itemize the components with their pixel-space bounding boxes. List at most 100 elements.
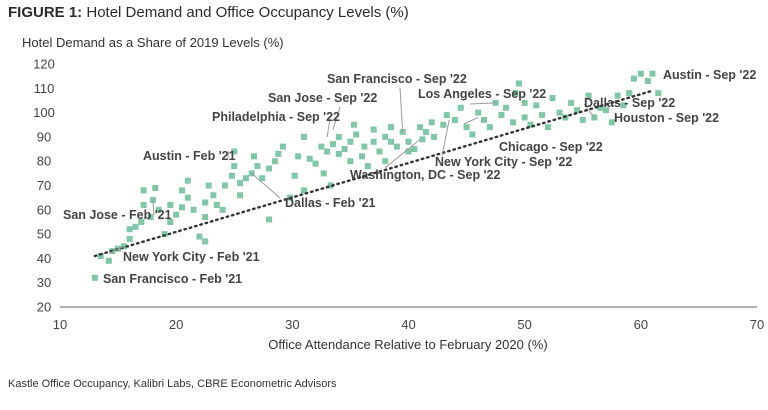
data-point [213, 201, 220, 208]
data-point [620, 102, 627, 109]
data-points [91, 70, 662, 281]
data-point [515, 80, 522, 87]
annotation-leader [469, 102, 496, 105]
data-point [324, 148, 331, 155]
x-tick-label: 20 [169, 317, 183, 332]
annotation-label: Chicago - Sep '22 [499, 140, 603, 154]
annotation-leader [109, 245, 125, 254]
data-point [335, 133, 342, 140]
data-point [300, 187, 307, 194]
data-point [626, 90, 633, 97]
y-tick-label: 100 [33, 105, 55, 120]
data-point [259, 175, 266, 182]
annotation-leader [441, 119, 450, 157]
y-tick-label: 40 [37, 251, 51, 266]
source-note: Kastle Office Occupancy, Kalibri Labs, C… [8, 378, 337, 390]
data-point [364, 163, 371, 170]
data-point [370, 138, 377, 145]
data-point [527, 121, 534, 128]
data-point [382, 133, 389, 140]
data-point [498, 112, 505, 119]
y-tick-label: 60 [37, 202, 51, 217]
data-point [266, 165, 273, 172]
data-point [254, 163, 261, 170]
data-point [275, 150, 282, 157]
data-point [231, 148, 238, 155]
data-point [431, 133, 438, 140]
data-point [481, 116, 488, 123]
x-tick-label: 30 [285, 317, 299, 332]
data-point [353, 131, 360, 138]
data-point [417, 124, 424, 131]
x-axis-ticks: 10 20 30 40 50 60 70 [53, 317, 764, 332]
data-point [178, 187, 185, 194]
y-tick-label: 110 [34, 81, 55, 96]
data-point [359, 153, 366, 160]
annotation-label: Los Angeles - Sep '22 [418, 87, 546, 101]
x-tick-label: 10 [53, 317, 67, 332]
data-point [608, 119, 615, 126]
data-point [388, 138, 395, 145]
data-point [280, 143, 287, 150]
data-point [533, 102, 540, 109]
data-point [347, 158, 354, 165]
y-tick-label: 70 [37, 178, 51, 193]
data-point [630, 75, 637, 82]
data-point [329, 141, 336, 148]
data-point [167, 218, 174, 225]
data-point [140, 187, 147, 194]
annotation-label: New York City - Sep '22 [435, 155, 572, 169]
data-point [335, 150, 342, 157]
annotation-label: San Jose - Feb '21 [63, 208, 172, 222]
data-point [440, 121, 447, 128]
data-point [503, 104, 510, 111]
y-tick-label: 90 [37, 129, 51, 144]
annotation-label: New York City - Feb '21 [123, 250, 260, 264]
data-point [97, 252, 104, 259]
data-point [167, 201, 174, 208]
data-point [140, 201, 147, 208]
data-point [155, 206, 162, 213]
data-point [266, 216, 273, 223]
trend-line [93, 89, 654, 258]
annotation-leader [463, 117, 479, 125]
data-point [320, 170, 327, 177]
data-point [649, 70, 656, 77]
data-point [105, 257, 112, 264]
y-axis-title: Hotel Demand as a Share of 2019 Levels (… [22, 35, 284, 50]
data-point [544, 124, 551, 131]
data-point [132, 223, 139, 230]
data-point [469, 131, 476, 138]
annotation-leader [152, 200, 155, 216]
annotation-label: Austin - Sep '22 [663, 68, 756, 82]
data-point [184, 194, 191, 201]
data-point [597, 104, 604, 111]
data-point [190, 206, 197, 213]
figure-title: FIGURE 1: Hotel Demand and Office Occupa… [8, 4, 409, 21]
annotation-leader [251, 172, 281, 199]
data-point [443, 112, 450, 119]
y-tick-label: 50 [37, 227, 51, 242]
y-tick-label: 30 [37, 275, 51, 290]
annotations: Austin - Sep '22 San Francisco - Sep '22L… [63, 68, 756, 286]
annotation-leader [583, 103, 595, 118]
data-point [291, 172, 298, 179]
data-point [475, 109, 482, 116]
data-point [405, 148, 412, 155]
x-tick-label: 70 [750, 317, 764, 332]
data-point [242, 175, 249, 182]
annotation-label: San Francisco - Feb '21 [103, 272, 242, 286]
data-point [422, 129, 429, 136]
data-point [306, 155, 313, 162]
y-tick-label: 80 [37, 154, 51, 169]
data-point [539, 112, 546, 119]
data-point [202, 199, 209, 206]
annotation-leader [399, 87, 404, 133]
data-point [411, 146, 418, 153]
data-point [602, 107, 609, 114]
data-point [202, 238, 209, 245]
annotation-leader [384, 138, 421, 169]
x-tick-label: 50 [517, 317, 531, 332]
data-point [614, 92, 621, 99]
